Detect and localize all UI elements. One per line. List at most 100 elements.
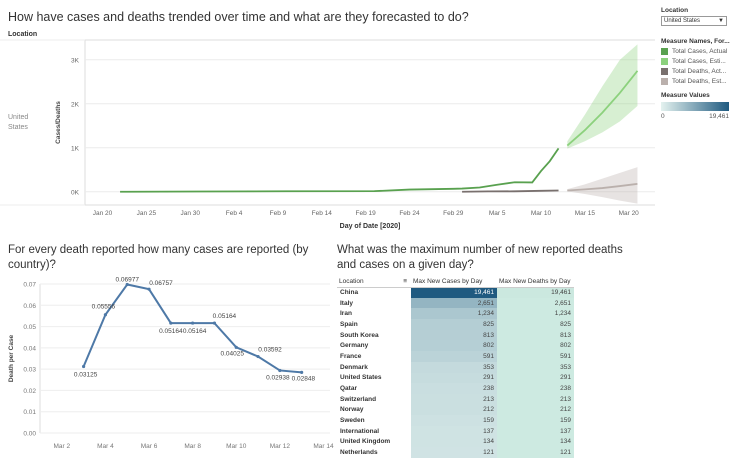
- legend-label: Total Cases, Actual: [672, 48, 728, 55]
- data-point[interactable]: [234, 345, 238, 349]
- y-tick-label: 0.00: [23, 431, 36, 438]
- cases-cell: 212: [411, 404, 497, 416]
- gradient-max-label: 19,461: [709, 113, 729, 120]
- x-tick-label: Mar 2: [53, 443, 70, 450]
- location-cell: Germany: [340, 342, 369, 350]
- data-point[interactable]: [169, 321, 173, 325]
- table-row[interactable]: Sweden 159 159: [337, 415, 574, 426]
- deaths-cell: 825: [497, 319, 574, 330]
- legend-list: Total Cases, Actual Total Cases, Esti... T…: [661, 48, 733, 85]
- data-point[interactable]: [278, 368, 282, 373]
- deaths-cell: 121: [497, 447, 574, 458]
- death-per-case-line[interactable]: [82, 283, 302, 374]
- data-point[interactable]: [82, 364, 86, 369]
- deaths-cell: 213: [497, 393, 574, 405]
- table-row[interactable]: United States 291 291: [337, 372, 574, 384]
- deaths-cell: 1,234: [497, 308, 574, 320]
- location-cell: Spain: [340, 320, 358, 328]
- deaths-cell: 159: [497, 415, 574, 426]
- y-tick-label: 0.02: [23, 388, 36, 395]
- data-point[interactable]: [125, 282, 129, 287]
- y-tick-label: 0K: [71, 189, 80, 196]
- data-label: 0.06977: [115, 276, 139, 283]
- series-line[interactable]: [462, 189, 559, 193]
- cases-cell: 291: [411, 372, 497, 384]
- data-point[interactable]: [256, 354, 260, 359]
- data-point[interactable]: [191, 321, 195, 325]
- chevron-down-icon[interactable]: ▼: [718, 18, 724, 24]
- table-row[interactable]: South Korea 813 813: [337, 329, 574, 341]
- data-label: 0.02848: [292, 375, 316, 382]
- y-tick-label: 3K: [71, 57, 80, 64]
- y-axis-title: Death per Case: [8, 334, 15, 382]
- data-point[interactable]: [103, 313, 108, 317]
- table-row[interactable]: Italy 2,651 2,651: [337, 297, 574, 309]
- series-line[interactable]: [566, 70, 639, 147]
- deaths-cell: 137: [497, 425, 574, 437]
- x-axis-title: Day of Date [2020]: [340, 223, 401, 230]
- legend-item[interactable]: Total Cases, Esti...: [661, 58, 733, 65]
- table-row[interactable]: Netherlands 121 121: [337, 447, 574, 458]
- y-tick-label: 0.03: [23, 367, 36, 374]
- x-tick-label: Feb 4: [226, 210, 243, 217]
- trend-forecast-chart[interactable]: 0K 1K 2K 3K Jan 20 Jan 25 Jan 30 Feb 4 Feb 9 Feb …: [0, 0, 736, 240]
- y-axis-title: Cases/Deaths: [55, 101, 62, 144]
- y-tick-label: 0.01: [23, 409, 36, 416]
- legend-item[interactable]: Total Deaths, Est...: [661, 78, 733, 85]
- location-filter-value: United States: [664, 18, 701, 24]
- deaths-cell: 802: [497, 340, 574, 352]
- location-cell: Italy: [340, 299, 354, 307]
- table-row[interactable]: China 19,461 19,461: [337, 287, 574, 298]
- data-point[interactable]: [300, 370, 304, 374]
- data-label: 0.05164: [213, 313, 237, 320]
- x-tick-label: Mar 15: [575, 210, 596, 217]
- table-row[interactable]: International 137 137: [337, 425, 574, 437]
- x-tick-label: Feb 24: [399, 210, 420, 217]
- data-point[interactable]: [212, 321, 217, 325]
- gradient-min-label: 0: [661, 113, 665, 120]
- series-line[interactable]: [120, 147, 560, 193]
- data-label: 0.05164: [183, 328, 207, 335]
- legend-item[interactable]: Total Deaths, Act...: [661, 68, 733, 75]
- deaths-cell: 238: [497, 383, 574, 394]
- series-line[interactable]: [567, 182, 638, 192]
- legend-label: Total Cases, Esti...: [672, 58, 726, 65]
- data-label: 0.02938: [266, 374, 290, 381]
- table-row[interactable]: Switzerland 213 213: [337, 393, 574, 405]
- cases-cell: 802: [411, 340, 497, 352]
- cases-cell: 19,461: [411, 287, 497, 298]
- table-row[interactable]: United Kingdom 134 134: [337, 436, 574, 448]
- forecast-band: [567, 44, 638, 149]
- location-filter-title: Location: [661, 7, 689, 14]
- deaths-cell: 212: [497, 404, 574, 416]
- table-row[interactable]: Iran 1,234 1,234: [337, 308, 574, 320]
- x-tick-label: Jan 20: [93, 210, 113, 217]
- color-gradient-legend: [661, 102, 729, 111]
- table-header-deaths[interactable]: Max New Deaths by Day: [497, 277, 574, 288]
- legend-label: Total Deaths, Act...: [672, 68, 727, 75]
- y-tick-label: 1K: [71, 145, 80, 152]
- x-tick-label: Jan 30: [180, 210, 200, 217]
- x-tick-label: Feb 19: [355, 210, 376, 217]
- table-row[interactable]: Denmark 353 353: [337, 361, 574, 373]
- table-header-cases[interactable]: Max New Cases by Day: [411, 277, 497, 288]
- cases-cell: 213: [411, 393, 497, 405]
- data-label: 0.03592: [258, 347, 282, 354]
- x-tick-label: Mar 12: [270, 443, 291, 450]
- x-tick-label: Mar 14: [313, 443, 334, 450]
- location-filter-dropdown[interactable]: United States ▼: [661, 16, 727, 26]
- table-row[interactable]: Germany 802 802: [337, 340, 574, 352]
- table-row[interactable]: Norway 212 212: [337, 404, 574, 416]
- data-point[interactable]: [147, 287, 151, 291]
- deaths-cell: 813: [497, 329, 574, 341]
- table-row[interactable]: Spain 825 825: [337, 319, 574, 330]
- table-header-location[interactable]: Location ≡: [337, 277, 411, 288]
- y-tick-label: 0.05: [23, 324, 36, 331]
- x-tick-label: Feb 29: [443, 210, 464, 217]
- forecast-band: [567, 167, 638, 204]
- sort-icon[interactable]: ≡: [403, 278, 407, 286]
- table-row[interactable]: Qatar 238 238: [337, 383, 574, 394]
- legend-item[interactable]: Total Cases, Actual: [661, 48, 733, 55]
- location-cell: Denmark: [340, 363, 368, 371]
- table-row[interactable]: France 591 591: [337, 351, 574, 362]
